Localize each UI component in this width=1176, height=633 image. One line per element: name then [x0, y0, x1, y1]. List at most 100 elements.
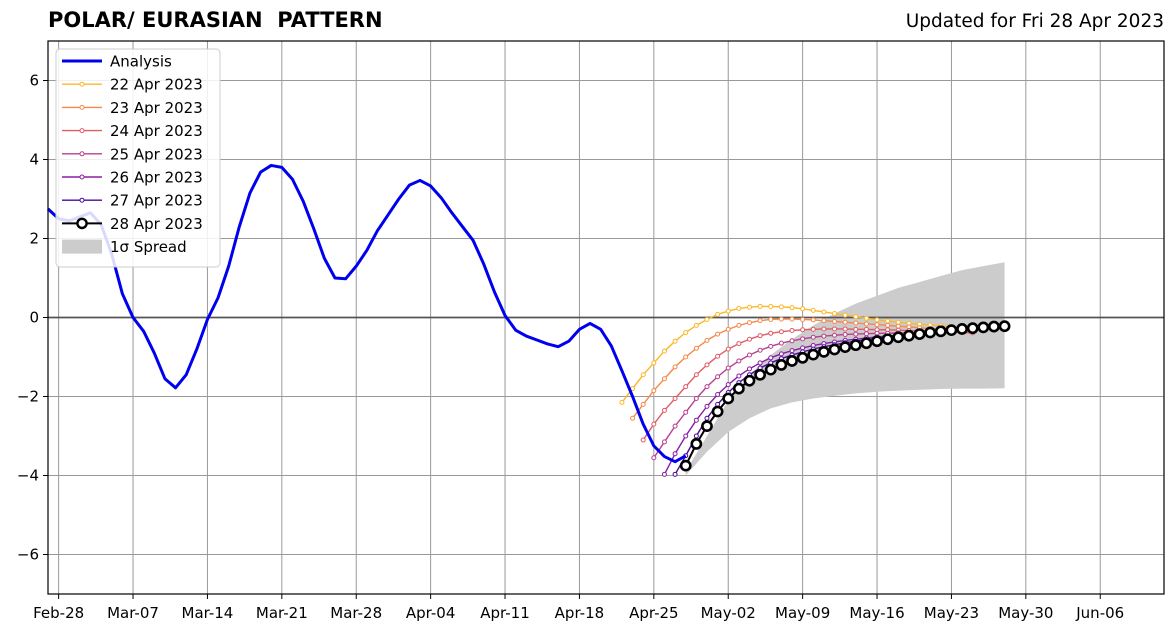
forecast-point	[800, 316, 806, 322]
forecast-point	[863, 326, 869, 332]
forecast-point	[736, 341, 742, 347]
forecast-point	[736, 305, 742, 311]
forecast-point	[757, 360, 763, 366]
forecast-point	[683, 433, 689, 439]
forecast-point	[768, 330, 774, 336]
forecast-point	[640, 401, 646, 407]
x-tick-label: Mar-28	[330, 604, 382, 622]
forecast-point	[725, 365, 731, 371]
legend-item: 22 Apr 2023	[62, 76, 203, 94]
forecast-point	[746, 320, 752, 326]
legend-item: 23 Apr 2023	[62, 99, 203, 117]
forecast-point	[842, 331, 848, 337]
forecast-point	[672, 451, 678, 457]
legend-item: 26 Apr 2023	[62, 169, 203, 187]
series-22-apr-2023	[619, 303, 954, 405]
x-tick-label: May-23	[924, 604, 979, 622]
x-tick-label: Apr-04	[406, 604, 456, 622]
legend-marker	[79, 81, 85, 87]
y-tick-label: −6	[17, 546, 39, 564]
legend-item: 28 Apr 2023	[62, 215, 203, 233]
chart-title: POLAR/ EURASIAN PATTERN	[48, 8, 383, 32]
forecast-point	[810, 326, 816, 332]
legend-marker	[79, 128, 85, 134]
forecast-point	[746, 366, 752, 372]
legend-box	[55, 48, 221, 268]
forecast-point	[661, 439, 667, 445]
forecast-point	[839, 341, 852, 354]
forecast-point	[768, 355, 774, 361]
forecast-point	[768, 316, 774, 322]
legend: Analysis 22 Apr 2023 23 Apr 2023 24 Apr 202…	[55, 48, 221, 268]
forecast-point	[789, 338, 795, 344]
series-layer	[46, 163, 1011, 477]
forecast-point	[789, 348, 795, 354]
forecast-point	[651, 388, 657, 394]
forecast-point	[732, 382, 745, 395]
x-tick-label: Mar-07	[107, 604, 159, 622]
forecast-point	[725, 326, 731, 332]
legend-marker	[79, 197, 85, 203]
forecast-point	[853, 314, 859, 320]
forecast-point	[693, 372, 699, 378]
forecast-point	[693, 322, 699, 328]
forecast-point	[810, 307, 816, 313]
forecast-point	[704, 384, 710, 390]
forecast-point	[789, 328, 795, 334]
forecast-point	[693, 345, 699, 351]
spread-band	[685, 262, 1005, 476]
forecast-point	[757, 347, 763, 353]
forecast-point	[746, 352, 752, 358]
forecast-point	[895, 323, 901, 329]
legend-item: 25 Apr 2023	[62, 145, 203, 163]
legend-label: 23 Apr 2023	[110, 99, 203, 117]
forecast-point	[842, 326, 848, 332]
forecast-point	[690, 437, 703, 450]
forecast-point	[693, 417, 699, 423]
forecast-point	[903, 329, 915, 342]
forecast-point	[693, 395, 699, 401]
forecast-point	[651, 360, 657, 366]
forecast-point	[640, 437, 646, 443]
forecast-point	[661, 471, 667, 477]
forecast-point	[736, 322, 742, 328]
forecast-point	[966, 322, 979, 335]
forecast-point	[722, 392, 735, 405]
forecast-point	[895, 319, 901, 325]
forecast-point	[693, 433, 699, 439]
forecast-point	[672, 423, 678, 429]
x-tick-label: May-16	[849, 604, 904, 622]
y-tick-label: 6	[29, 72, 39, 90]
x-tick-label: Apr-11	[480, 604, 530, 622]
forecast-point	[874, 322, 880, 328]
x-tick-label: May-30	[998, 604, 1053, 622]
forecast-point	[789, 316, 795, 322]
forecast-point	[715, 311, 721, 317]
legend-item: Analysis	[62, 53, 172, 71]
legend-label: 27 Apr 2023	[110, 192, 203, 210]
analysis-line	[46, 163, 687, 464]
forecast-point	[672, 471, 678, 477]
forecast-point	[863, 321, 869, 327]
forecast-point	[807, 348, 820, 361]
forecast-point	[683, 409, 689, 415]
forecast-point	[704, 362, 710, 368]
forecast-point	[661, 348, 667, 354]
forecast-point	[832, 332, 838, 338]
forecast-point	[775, 358, 788, 371]
legend-label: 25 Apr 2023	[110, 145, 203, 163]
legend-label: Analysis	[110, 53, 172, 71]
y-tick-label: −2	[17, 388, 39, 406]
forecast-point	[913, 328, 926, 340]
legend-label: 22 Apr 2023	[110, 76, 203, 94]
forecast-point	[832, 318, 838, 324]
forecast-point	[736, 373, 742, 379]
forecast-point	[778, 351, 784, 357]
forecast-point	[704, 415, 710, 421]
x-axis: Feb-28 Mar-07 Mar-14 Mar-21 Mar-28 Apr-04 Apr-…	[33, 594, 1124, 622]
forecast-point	[661, 376, 667, 382]
forecast-point	[832, 326, 838, 332]
forecast-point	[800, 336, 806, 342]
forecast-point	[672, 395, 678, 401]
legend-item: 24 Apr 2023	[62, 122, 203, 140]
